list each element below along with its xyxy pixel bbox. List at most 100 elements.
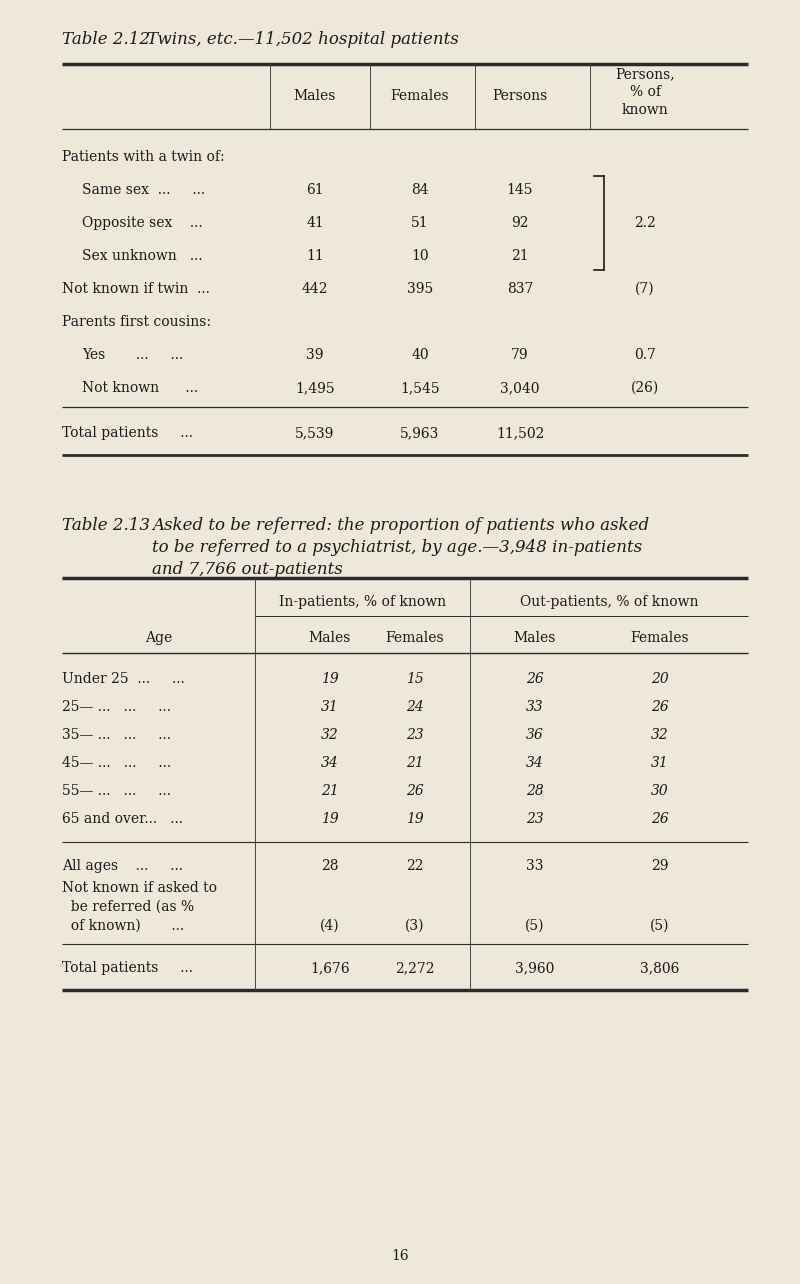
Text: Asked to be referred: the proportion of patients who asked: Asked to be referred: the proportion of … [152, 517, 649, 534]
Text: Persons,: Persons, [615, 68, 675, 81]
Text: 28: 28 [526, 785, 544, 797]
Text: All ages    ...     ...: All ages ... ... [62, 859, 183, 873]
Text: (5): (5) [526, 919, 545, 933]
Text: 21: 21 [511, 249, 529, 263]
Text: Total patients     ...: Total patients ... [62, 426, 193, 440]
Text: and 7,766 out-patients: and 7,766 out-patients [152, 561, 342, 579]
Text: 33: 33 [526, 859, 544, 873]
Text: 84: 84 [411, 184, 429, 196]
Text: 28: 28 [322, 859, 338, 873]
Text: 79: 79 [511, 348, 529, 362]
Text: 19: 19 [321, 672, 339, 686]
Text: Table 2.13: Table 2.13 [62, 517, 150, 534]
Text: 25— ...   ...     ...: 25— ... ... ... [62, 700, 171, 714]
Text: 23: 23 [406, 728, 424, 742]
Text: 1,676: 1,676 [310, 960, 350, 975]
Text: 26: 26 [406, 785, 424, 797]
Text: Opposite sex    ...: Opposite sex ... [82, 216, 202, 230]
Text: Same sex  ...     ...: Same sex ... ... [82, 184, 205, 196]
Text: 16: 16 [391, 1249, 409, 1263]
Text: 41: 41 [306, 216, 324, 230]
Text: 39: 39 [306, 348, 324, 362]
Text: 32: 32 [321, 728, 339, 742]
Text: 5,539: 5,539 [295, 426, 334, 440]
Text: 26: 26 [526, 672, 544, 686]
Text: Out-patients, % of known: Out-patients, % of known [520, 594, 698, 609]
Text: Total patients     ...: Total patients ... [62, 960, 193, 975]
Text: Table 2.12: Table 2.12 [62, 31, 150, 48]
Text: (7): (7) [635, 282, 655, 297]
Text: % of: % of [630, 86, 661, 99]
Text: Not known      ...: Not known ... [82, 381, 198, 395]
Text: known: known [622, 104, 668, 118]
Text: Males: Males [514, 630, 556, 645]
Text: Males: Males [309, 630, 351, 645]
Text: 3,806: 3,806 [640, 960, 680, 975]
Text: 24: 24 [406, 700, 424, 714]
Text: 11: 11 [306, 249, 324, 263]
Text: Under 25  ...     ...: Under 25 ... ... [62, 672, 185, 686]
Text: (5): (5) [650, 919, 670, 933]
Text: 36: 36 [526, 728, 544, 742]
Text: 21: 21 [321, 785, 339, 797]
Text: Age: Age [145, 630, 172, 645]
Text: be referred (as %: be referred (as % [62, 900, 194, 914]
Text: 3,960: 3,960 [515, 960, 554, 975]
Text: 21: 21 [406, 756, 424, 770]
Text: 0.7: 0.7 [634, 348, 656, 362]
Text: Parents first cousins:: Parents first cousins: [62, 315, 211, 329]
Text: 837: 837 [507, 282, 533, 297]
Text: 45— ...   ...     ...: 45— ... ... ... [62, 756, 171, 770]
Text: 34: 34 [321, 756, 339, 770]
Text: 145: 145 [506, 184, 534, 196]
Text: 20: 20 [651, 672, 669, 686]
Text: 31: 31 [651, 756, 669, 770]
Text: 51: 51 [411, 216, 429, 230]
Text: Sex unknown   ...: Sex unknown ... [82, 249, 202, 263]
Text: 23: 23 [526, 811, 544, 826]
Text: 22: 22 [406, 859, 424, 873]
Text: of known)       ...: of known) ... [62, 919, 184, 933]
Text: 19: 19 [406, 811, 424, 826]
Text: 2.2: 2.2 [634, 216, 656, 230]
Text: Twins, etc.—11,502 hospital patients: Twins, etc.—11,502 hospital patients [147, 31, 458, 48]
Text: (4): (4) [320, 919, 340, 933]
Text: 30: 30 [651, 785, 669, 797]
Text: 442: 442 [302, 282, 328, 297]
Text: 65 and over...   ...: 65 and over... ... [62, 811, 183, 826]
Text: 34: 34 [526, 756, 544, 770]
Text: 2,272: 2,272 [395, 960, 434, 975]
Text: 32: 32 [651, 728, 669, 742]
Text: 395: 395 [407, 282, 433, 297]
Text: Females: Females [390, 90, 450, 104]
Text: 1,545: 1,545 [400, 381, 440, 395]
Text: 31: 31 [321, 700, 339, 714]
Text: (26): (26) [631, 381, 659, 395]
Text: 3,040: 3,040 [500, 381, 540, 395]
Text: Males: Males [294, 90, 336, 104]
Text: Females: Females [386, 630, 444, 645]
Text: 35— ...   ...     ...: 35— ... ... ... [62, 728, 171, 742]
Text: 26: 26 [651, 700, 669, 714]
Text: 55— ...   ...     ...: 55— ... ... ... [62, 785, 171, 797]
Text: Not known if asked to: Not known if asked to [62, 881, 217, 895]
Text: 10: 10 [411, 249, 429, 263]
Text: 29: 29 [651, 859, 669, 873]
Text: 40: 40 [411, 348, 429, 362]
Text: Females: Females [630, 630, 690, 645]
Text: 92: 92 [511, 216, 529, 230]
Text: to be referred to a psychiatrist, by age.—3,948 in-patients: to be referred to a psychiatrist, by age… [152, 539, 642, 556]
Text: 19: 19 [321, 811, 339, 826]
Text: 11,502: 11,502 [496, 426, 544, 440]
Text: 33: 33 [526, 700, 544, 714]
Text: Yes       ...     ...: Yes ... ... [82, 348, 183, 362]
Text: Patients with a twin of:: Patients with a twin of: [62, 150, 225, 164]
Text: 5,963: 5,963 [400, 426, 440, 440]
Text: Persons: Persons [492, 90, 548, 104]
Text: Not known if twin  ...: Not known if twin ... [62, 282, 210, 297]
Text: In-patients, % of known: In-patients, % of known [279, 594, 446, 609]
Text: 61: 61 [306, 184, 324, 196]
Text: 1,495: 1,495 [295, 381, 335, 395]
Text: 26: 26 [651, 811, 669, 826]
Text: 15: 15 [406, 672, 424, 686]
